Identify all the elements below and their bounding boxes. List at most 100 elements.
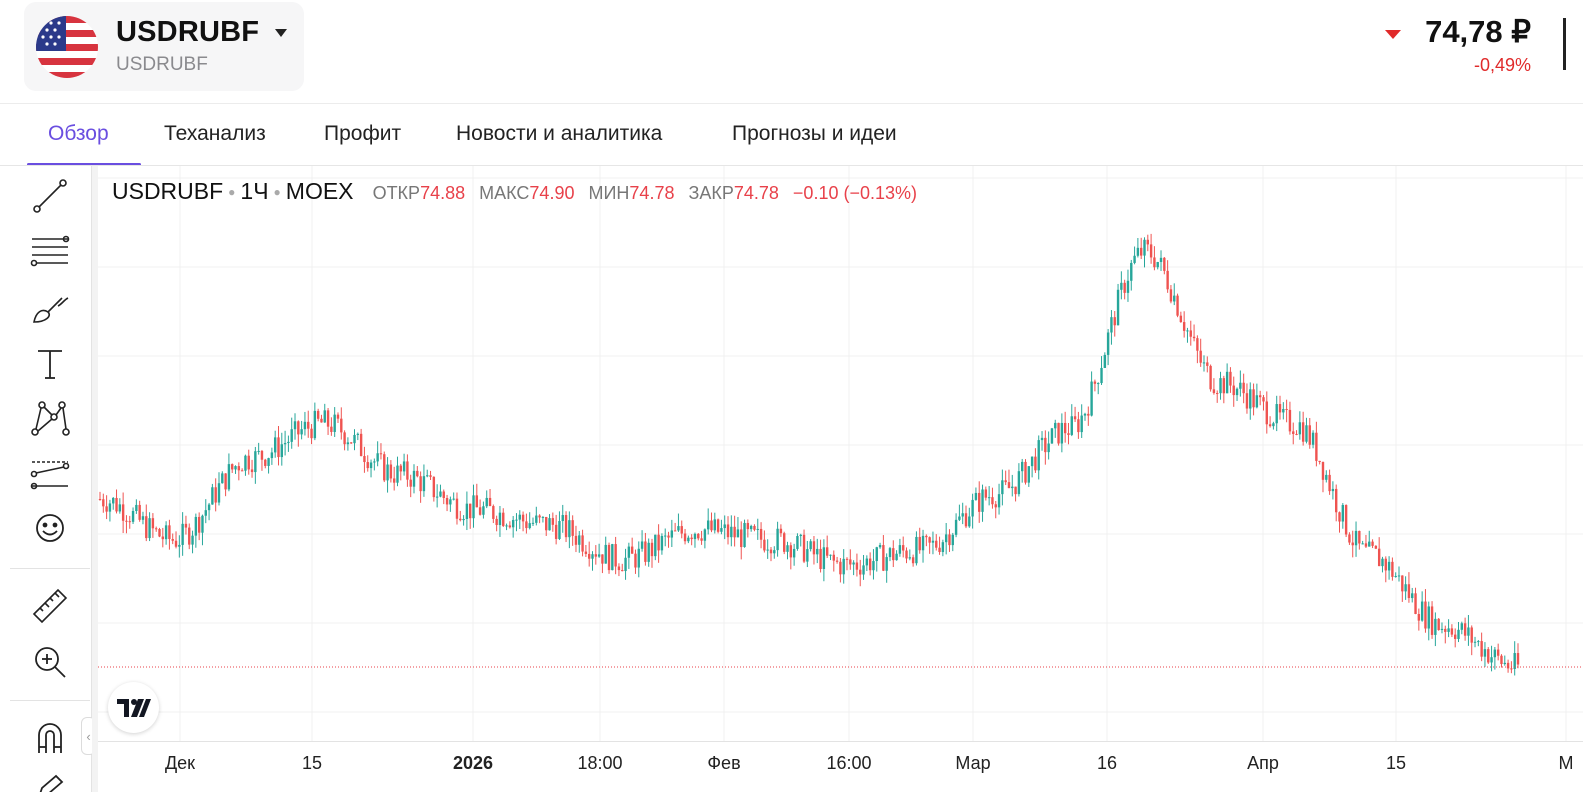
candle-body — [1377, 548, 1381, 567]
emoji-icon[interactable] — [30, 508, 70, 548]
candle-body — [1487, 649, 1490, 663]
candle-body — [1444, 628, 1447, 632]
candle-body — [809, 541, 812, 550]
candle-body — [1258, 395, 1262, 398]
candle-body — [594, 554, 598, 557]
candle-body — [359, 433, 363, 457]
candle-body — [250, 469, 254, 473]
candle-body — [1467, 627, 1470, 636]
candle-body — [293, 421, 297, 430]
candle-body — [131, 511, 135, 522]
candle-body — [1120, 282, 1123, 290]
tradingview-logo[interactable] — [108, 682, 159, 733]
candle-body — [1159, 257, 1163, 263]
pattern-icon[interactable] — [30, 398, 70, 438]
candle-body — [154, 528, 158, 530]
candle-body — [1113, 317, 1116, 326]
candle-body — [128, 521, 131, 523]
candle-body — [1473, 641, 1477, 643]
candle-body — [1480, 641, 1483, 657]
tab-news[interactable]: Новости и аналитика — [456, 122, 663, 145]
candle-body — [353, 434, 356, 444]
candle-body — [835, 560, 839, 562]
candle-body — [1050, 428, 1054, 444]
candle-body — [991, 497, 994, 505]
candle-body — [135, 504, 138, 512]
candle-body — [1054, 422, 1057, 429]
candle-body — [1100, 367, 1103, 384]
candle-body — [211, 487, 214, 505]
candle-body — [237, 466, 241, 471]
candle-body — [1420, 601, 1424, 621]
candle-body — [687, 537, 690, 542]
candle-body — [1090, 381, 1093, 416]
candle-body — [753, 525, 756, 530]
candle-body — [812, 541, 816, 555]
candle-body — [697, 533, 700, 539]
candle-body — [839, 561, 842, 575]
candle-body — [231, 464, 234, 470]
candle-body — [650, 542, 654, 557]
toolbar-divider — [10, 568, 90, 569]
legend-low-value: 74.78 — [629, 183, 675, 203]
zoom-in-icon[interactable] — [30, 642, 70, 682]
candle-body — [1020, 461, 1024, 472]
legend-exchange: MOEX — [285, 178, 354, 204]
candle-body — [578, 535, 581, 545]
candle-body — [1219, 378, 1222, 394]
candle-body — [1202, 362, 1206, 364]
candle-body — [1440, 628, 1444, 631]
candle-body — [968, 516, 971, 527]
candle-body — [981, 489, 984, 512]
x-tick-label: 15 — [301, 753, 323, 773]
trend-line-icon[interactable] — [30, 176, 70, 216]
candle-body — [1110, 317, 1113, 333]
candle-body — [822, 547, 826, 569]
fib-lines-icon[interactable] — [30, 232, 70, 272]
candle-body — [855, 562, 859, 570]
candle-body — [994, 504, 997, 508]
candle-body — [1391, 561, 1394, 577]
candle-body — [1483, 649, 1487, 657]
brush-icon[interactable] — [30, 288, 70, 328]
candle-body — [1011, 486, 1014, 489]
ticker-selector[interactable]: USDRUBF USDRUBF — [24, 2, 304, 91]
tab-profit[interactable]: Профит — [324, 122, 402, 145]
text-icon[interactable] — [30, 344, 70, 384]
candle-body — [1437, 618, 1440, 631]
candle-body — [426, 475, 429, 477]
candle-body — [925, 535, 928, 538]
us-flag-icon — [36, 16, 98, 78]
candle-body — [958, 516, 961, 520]
candle-body — [935, 540, 938, 548]
forecast-icon[interactable] — [30, 454, 70, 494]
price-down-icon — [1385, 30, 1401, 39]
chevron-down-icon[interactable] — [275, 29, 287, 37]
ruler-icon[interactable] — [30, 586, 70, 626]
candle-body — [1295, 433, 1298, 435]
candle-body — [799, 534, 802, 537]
tab-tech-analysis[interactable]: Теханализ — [164, 122, 266, 145]
candle-body — [402, 461, 406, 472]
candle-body — [1387, 561, 1391, 571]
candle-body — [783, 533, 786, 552]
candle-body — [964, 513, 968, 527]
legend-interval[interactable]: 1Ч — [240, 178, 269, 204]
pencil-icon[interactable] — [30, 768, 70, 792]
magnet-icon[interactable] — [30, 718, 70, 758]
tab-forecasts[interactable]: Прогнозы и идеи — [732, 122, 897, 145]
candle-body — [740, 529, 743, 548]
tab-overview[interactable]: Обзор — [48, 122, 109, 145]
candle-body — [508, 525, 512, 528]
candle-body — [108, 503, 112, 512]
candle-body — [1116, 289, 1120, 326]
candle-body — [1298, 422, 1302, 435]
candle-body — [548, 518, 551, 531]
candle-body — [726, 524, 730, 538]
candle-body — [931, 540, 935, 543]
candle-body — [1341, 505, 1345, 522]
price-chart[interactable] — [98, 166, 1583, 792]
ticker-subtitle: USDRUBF — [116, 54, 208, 75]
x-axis-line — [98, 741, 1583, 742]
candle-body — [1239, 382, 1242, 389]
